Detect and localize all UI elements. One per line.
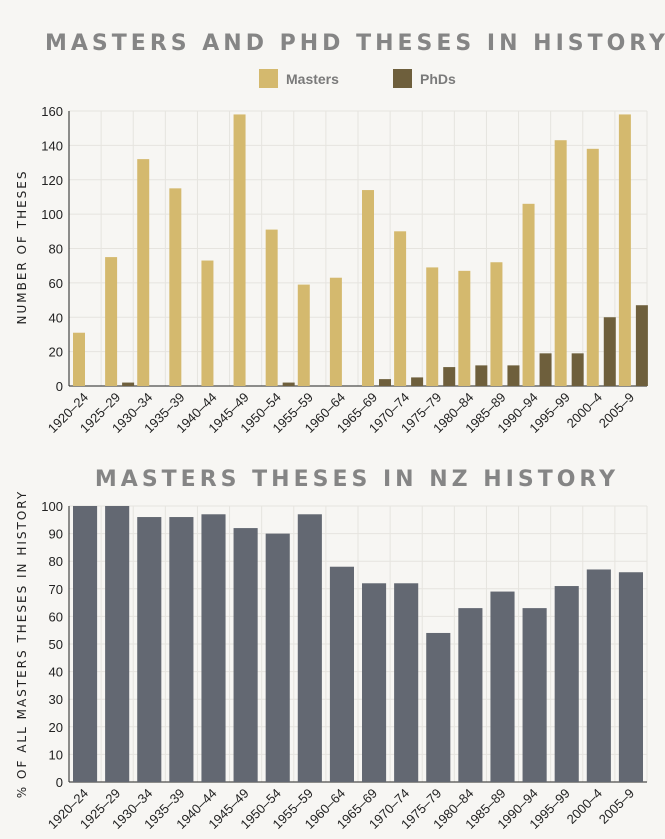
y-tick-label: 140 (41, 138, 63, 153)
chart1-y-axis-title: NUMBER OF THESES (15, 170, 29, 325)
y-tick-label: 60 (49, 609, 63, 624)
legend-swatch-phds (393, 69, 412, 88)
bar-phds (475, 365, 488, 386)
y-tick-label: 120 (41, 173, 63, 188)
x-tick-label: 2000–4 (564, 390, 605, 431)
y-tick-label: 50 (49, 637, 63, 652)
bar-percentage (394, 583, 419, 782)
bar-phds (282, 382, 295, 386)
y-tick-label: 10 (49, 747, 63, 762)
bar-percentage (233, 528, 258, 782)
bar-percentage (362, 583, 387, 782)
chart2-title: MASTERS THESES IN NZ HISTORY (95, 467, 619, 492)
chart1-y-ticks: 0 20 40 60 80 100 120 140 160 (41, 104, 63, 394)
chart1-x-ticks: 1920–241925–291930–341935–391940–441945–… (45, 390, 637, 436)
bar-masters (329, 277, 342, 386)
y-tick-label: 40 (49, 310, 63, 325)
bar-phds (635, 305, 648, 386)
legend-swatch-masters (259, 69, 278, 88)
bar-masters (618, 114, 631, 386)
y-tick-label: 90 (49, 527, 63, 542)
bar-percentage (169, 517, 194, 782)
bar-masters (169, 188, 182, 386)
bar-percentage (586, 569, 611, 782)
bar-masters (105, 257, 118, 386)
bar-phds (122, 382, 135, 386)
y-tick-label: 80 (49, 554, 63, 569)
bar-masters (522, 203, 535, 386)
masters-nz-chart: MASTERS THESES IN NZ HISTORY % OF ALL MA… (15, 467, 648, 832)
legend-label-phds: PhDs (420, 71, 456, 87)
bar-masters (458, 270, 471, 386)
bar-phds (603, 317, 616, 386)
bar-phds (443, 367, 456, 386)
bar-percentage (73, 506, 98, 782)
y-tick-label: 100 (41, 207, 63, 222)
bar-masters (73, 332, 85, 386)
y-tick-label: 20 (49, 345, 63, 360)
bar-percentage (137, 517, 162, 782)
bar-phds (379, 379, 391, 386)
bar-phds (507, 365, 520, 386)
theses-chart: MASTERS AND PHD THESES IN HISTORY Master… (15, 31, 665, 436)
bar-masters (297, 284, 310, 386)
bar-percentage (201, 514, 226, 782)
chart2-gridlines (68, 505, 648, 783)
bar-percentage (618, 572, 643, 782)
bar-masters (362, 190, 374, 386)
bar-masters (137, 159, 150, 386)
bar-percentage (522, 608, 547, 782)
y-tick-label: 160 (41, 104, 63, 119)
y-tick-label: 40 (49, 665, 63, 680)
chart1-legend: Masters PhDs (259, 69, 456, 88)
bar-masters (394, 231, 407, 386)
bar-masters (554, 140, 567, 386)
y-tick-label: 0 (56, 775, 63, 790)
bar-phds (571, 353, 584, 386)
y-tick-label: 80 (49, 242, 63, 257)
y-tick-label: 100 (41, 499, 63, 514)
x-tick-label: 2000–4 (564, 786, 605, 827)
legend-label-masters: Masters (286, 71, 339, 87)
bar-percentage (265, 533, 290, 782)
bar-masters (265, 229, 278, 386)
y-tick-label: 30 (49, 692, 63, 707)
y-tick-label: 70 (49, 582, 63, 597)
chart2-bars (73, 506, 643, 782)
bar-percentage (329, 566, 354, 782)
y-tick-label: 20 (49, 720, 63, 735)
chart1-bars (73, 114, 648, 386)
x-tick-label: 2005–9 (596, 390, 637, 431)
y-tick-label: 0 (56, 379, 63, 394)
x-tick-label: 2005–9 (596, 786, 637, 827)
bar-percentage (297, 514, 322, 782)
chart2-y-ticks: 0 10 20 30 40 50 60 70 80 90 100 (41, 499, 63, 790)
y-tick-label: 60 (49, 276, 63, 291)
bar-percentage (458, 608, 483, 782)
bar-masters (426, 267, 439, 386)
bar-masters (586, 148, 599, 386)
bar-phds (411, 377, 424, 386)
bar-percentage (426, 632, 451, 782)
chart2-x-ticks: 1920–241925–291930–341935–391940–441945–… (45, 786, 637, 832)
bar-phds (539, 353, 552, 386)
bar-percentage (490, 591, 515, 782)
bar-percentage (105, 506, 130, 782)
bar-percentage (554, 586, 579, 782)
chart1-title: MASTERS AND PHD THESES IN HISTORY (45, 31, 665, 56)
bar-masters (233, 114, 246, 386)
chart2-y-axis-title: % OF ALL MASTERS THESES IN HISTORY (15, 490, 29, 798)
bar-masters (490, 262, 503, 386)
bar-masters (201, 260, 214, 386)
